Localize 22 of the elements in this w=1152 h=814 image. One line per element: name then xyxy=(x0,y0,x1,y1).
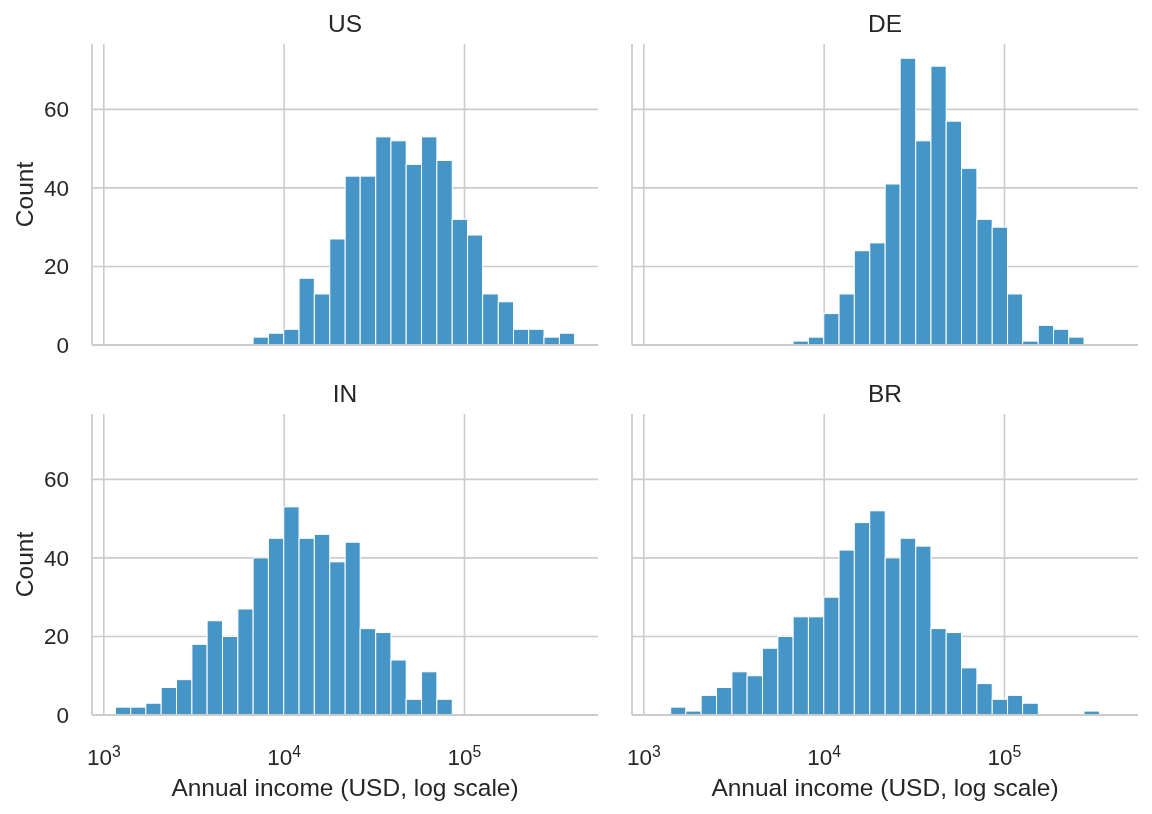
y-tick-label: 60 xyxy=(43,97,69,123)
x-tick-label: 10$^{5}$ xyxy=(447,742,482,770)
y-axis-title: Count xyxy=(11,161,38,228)
y-tick-label: 0 xyxy=(56,332,69,358)
chart-title: BR xyxy=(867,380,903,407)
x-tick-label: 10$^{3}$ xyxy=(626,742,661,770)
x-axis-title: Annual income (USD, log scale) xyxy=(171,774,519,801)
x-tick-label: 10$^{3}$ xyxy=(86,742,121,770)
y-tick-label: 20 xyxy=(43,624,69,650)
chart-title: DE xyxy=(867,10,903,37)
y-tick-label: 60 xyxy=(43,467,69,493)
x-axis-title: Annual income (USD, log scale) xyxy=(711,774,1059,801)
chart-title: IN xyxy=(332,380,358,407)
y-axis-title: Count xyxy=(11,531,38,598)
y-tick-label: 0 xyxy=(56,702,69,728)
y-tick-label: 40 xyxy=(43,175,69,201)
y-tick-label: 20 xyxy=(43,254,69,280)
chart-title: US xyxy=(327,10,363,37)
x-tick-label: 10$^{4}$ xyxy=(267,742,302,770)
y-tick-label: 40 xyxy=(43,545,69,571)
x-tick-label: 10$^{5}$ xyxy=(987,742,1022,770)
x-tick-label: 10$^{4}$ xyxy=(807,742,842,770)
